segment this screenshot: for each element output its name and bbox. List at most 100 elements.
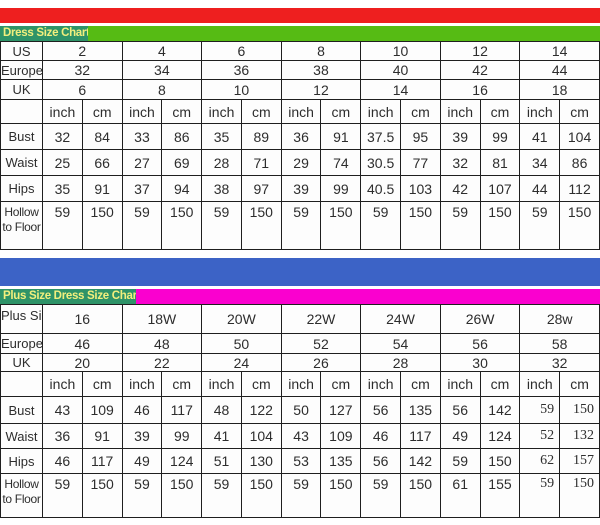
size-value-cell: 6 [42, 79, 123, 100]
measure-value-cell: 59 [201, 201, 242, 250]
measure-value-cell: 32 [42, 123, 83, 150]
unit-cell: cm [240, 371, 282, 397]
dress-chart-title: Dress Size Chart [0, 26, 88, 41]
measure-value-cell: 36 [280, 123, 322, 150]
dress-size-table: US 2 4 6 8 10 12 14 Europe 32 34 36 38 40 42 44 UK 6 8 10 12… [0, 41, 600, 250]
measure-value-cell: 107 [479, 175, 521, 202]
measure-value-cell: 41 [201, 423, 242, 449]
size-value-cell: 6 [201, 41, 282, 61]
measure-row: Hips 35 91 37 94 38 97 39 99 40.5 103 42 107 44 112 [0, 175, 600, 202]
measure-value-cell: 39 [439, 123, 481, 150]
size-value-cell: 38 [280, 60, 362, 80]
measure-value-cell: 150 [320, 201, 362, 250]
measure-row: Waist 25 66 27 69 28 71 29 74 30.5 77 32 81 34 86 [0, 149, 600, 176]
measure-value-cell: 38 [201, 175, 242, 202]
measure-value-cell: 59 [519, 201, 561, 250]
measure-label-cell: Hollow to Floor [0, 473, 43, 518]
size-row: US 2 4 6 8 10 12 14 [0, 41, 600, 61]
top-spacer [0, 0, 600, 8]
measure-value-cell: 86 [161, 123, 203, 150]
measure-value-cell: 61 [439, 473, 481, 518]
measure-value-cell: 40.5 [360, 175, 402, 202]
measure-value-cell: 59 [519, 396, 561, 424]
measure-value-cell: 46 [360, 423, 402, 449]
measure-value-cell: 77 [400, 149, 441, 176]
unit-cell: inch [280, 99, 322, 124]
measure-value-cell: 150 [559, 396, 600, 424]
unit-cell: cm [479, 371, 521, 397]
measure-row: Hips 46 117 49 124 51 130 53 135 56 142 59 150 62 157 [0, 448, 600, 474]
size-value-cell: 18 [519, 79, 600, 100]
measure-value-cell: 46 [42, 448, 83, 474]
size-value-cell: 2 [42, 41, 123, 61]
size-value-cell: 48 [121, 333, 203, 354]
measure-value-cell: 69 [161, 149, 203, 176]
measure-value-cell: 142 [479, 396, 521, 424]
measure-value-cell: 32 [439, 149, 481, 176]
measure-value-cell: 66 [81, 149, 123, 176]
measure-value-cell: 150 [559, 473, 600, 518]
size-value-cell: 34 [121, 60, 203, 80]
measure-value-cell: 112 [559, 175, 600, 202]
size-label-cell: Europe [0, 60, 43, 80]
measure-row: Hollow to Floor 59 150 59 150 59 150 59 150 59 150… [0, 201, 600, 250]
measure-value-cell: 30.5 [360, 149, 402, 176]
unit-cell: inch [360, 99, 402, 124]
measure-value-cell: 33 [121, 123, 163, 150]
measure-value-cell: 97 [240, 175, 282, 202]
size-label-cell: UK [0, 353, 43, 372]
red-divider-bar [0, 8, 600, 23]
measure-value-cell: 59 [201, 473, 242, 518]
unit-cell: inch [439, 371, 481, 397]
measure-value-cell: 50 [280, 396, 322, 424]
plus-size-label: Plus Size [1, 308, 42, 323]
measure-value-cell: 157 [559, 448, 600, 474]
measure-label-cell: Waist [0, 149, 43, 176]
measure-value-cell: 59 [439, 448, 481, 474]
measure-value-cell: 25 [42, 149, 83, 176]
measure-label-cell: Waist [0, 423, 43, 449]
size-row: UK 20 22 24 26 28 30 32 [0, 353, 600, 372]
unit-cell: cm [320, 99, 362, 124]
measure-value-cell: 91 [81, 175, 123, 202]
size-value-cell: 58 [519, 333, 600, 354]
unit-cell: inch [360, 371, 402, 397]
unit-cell: inch [121, 371, 163, 397]
measure-value-cell: 86 [559, 149, 600, 176]
measure-value-cell: 124 [479, 423, 521, 449]
size-value-cell: 16 [439, 79, 521, 100]
measure-value-cell: 150 [479, 201, 521, 250]
size-value-cell: 28w [519, 304, 600, 334]
measure-value-cell: 59 [121, 201, 163, 250]
measure-label-cell: Bust [0, 396, 43, 424]
size-value-cell: 46 [42, 333, 123, 354]
size-value-cell: 8 [280, 41, 362, 61]
unit-cell: cm [240, 99, 282, 124]
measure-value-cell: 103 [400, 175, 441, 202]
plus-chart-title-bar: Plus Size Dress Size Chart [0, 289, 600, 304]
measure-value-cell: 37 [121, 175, 163, 202]
unit-cell: cm [559, 371, 600, 397]
measure-row: Bust 32 84 33 86 35 89 36 91 37.5 95 39 99 41 104 [0, 123, 600, 150]
unit-header-row: inch cm inch cm inch cm inch cm inch cm inch cm inch… [0, 371, 600, 397]
measure-value-cell: 48 [201, 396, 242, 424]
size-value-cell: 22 [121, 353, 203, 372]
measure-row: Bust 43 109 46 117 48 122 50 127 56 135 56 142 59 150 [0, 396, 600, 424]
measure-value-cell: 56 [360, 396, 402, 424]
size-value-cell: 10 [360, 41, 441, 61]
dress-chart-title-bar: Dress Size Chart [0, 26, 600, 41]
measure-value-cell: 51 [201, 448, 242, 474]
unit-cell: inch [519, 99, 561, 124]
measure-value-cell: 36 [42, 423, 83, 449]
unit-header-row: inch cm inch cm inch cm inch cm inch cm inch cm inch… [0, 99, 600, 124]
measure-value-cell: 56 [360, 448, 402, 474]
measure-value-cell: 142 [400, 448, 441, 474]
size-value-cell: 24 [201, 353, 282, 372]
measure-label-cell: Hips [0, 448, 43, 474]
measure-value-cell: 135 [320, 448, 362, 474]
measure-value-cell: 71 [240, 149, 282, 176]
measure-label-cell: Hips [0, 175, 43, 202]
measure-value-cell: 155 [479, 473, 521, 518]
unit-empty-cell [0, 371, 43, 397]
